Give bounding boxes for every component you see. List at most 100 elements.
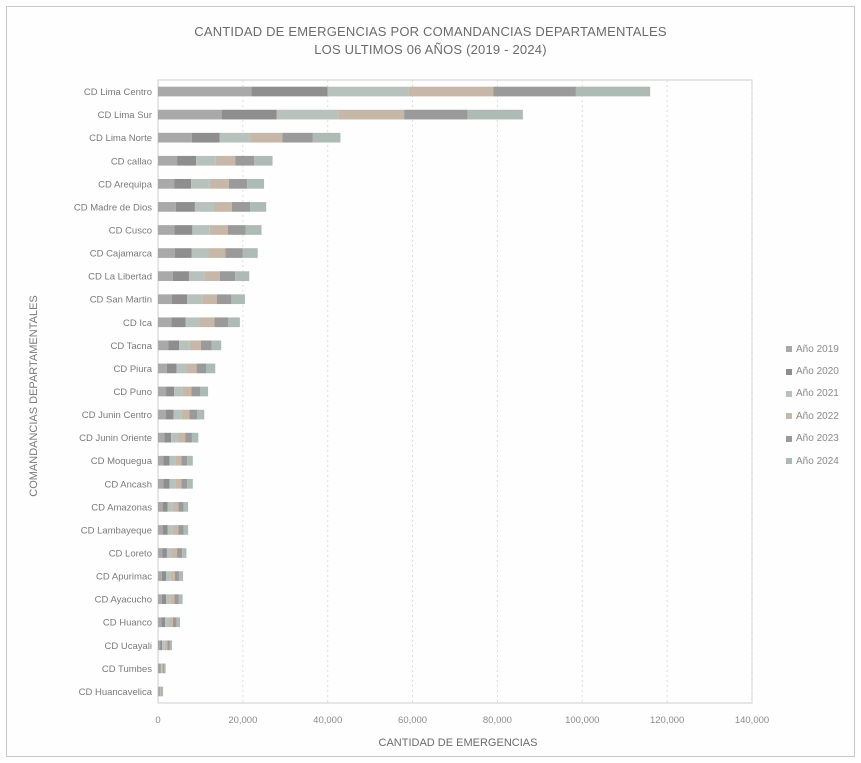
category-label: CD callao [111, 156, 152, 167]
bar-segment [158, 178, 175, 189]
bar-segment [575, 86, 651, 97]
bar-segment [191, 248, 209, 258]
category-label: CD La Libertad [88, 272, 152, 283]
bar-segment [242, 248, 258, 258]
chart-subtitle: LOS ULTIMOS 06 AÑOS (2019 - 2024) [314, 42, 547, 57]
bar-segment [213, 202, 232, 212]
bar-segment [175, 202, 195, 212]
bar-segment [174, 178, 192, 189]
bar-segment [181, 478, 188, 489]
bar-segment [493, 86, 576, 97]
bar-segment [158, 248, 175, 258]
bar-segment [254, 155, 273, 166]
bar-segment [200, 340, 212, 351]
category-label: CD Lambayeque [81, 525, 152, 536]
bar-segment [194, 202, 214, 212]
bar-segment [208, 248, 226, 258]
bar-segment [174, 248, 192, 258]
bar-segment [247, 178, 265, 189]
legend-item: Año 2021 [786, 383, 839, 405]
legend-item: Año 2019 [786, 338, 839, 360]
bar-segment [196, 363, 207, 374]
bar-segment [158, 502, 163, 512]
legend-swatch [786, 390, 792, 397]
bar-segment [215, 155, 236, 166]
category-label: CD Ica [123, 318, 153, 329]
bar-segment [158, 640, 161, 651]
bar-segment [282, 132, 313, 143]
bar-segment [158, 663, 160, 674]
bar-segment [175, 478, 182, 489]
bar-segment [177, 548, 183, 558]
bar-segment [179, 571, 184, 581]
bar-segment [202, 294, 217, 305]
bar-segment [312, 132, 341, 143]
bar-segment [160, 640, 163, 651]
bar-segment [176, 617, 181, 628]
bar-segment [214, 317, 229, 328]
bar-segment [158, 225, 175, 235]
bar-segment [161, 686, 163, 697]
bar-segment [174, 571, 180, 581]
bar-segment [172, 548, 178, 558]
legend: Año 2019 Año 2020 Año 2021 Año 2022 Año 2023… [786, 338, 839, 472]
bar-segment [172, 617, 177, 628]
bar-segment [163, 663, 165, 674]
category-label: CD Ayacucho [95, 595, 152, 606]
category-label: CD Ancash [104, 479, 152, 490]
legend-label: Año 2023 [796, 433, 839, 445]
bar-segment [467, 109, 523, 120]
bar-segment [183, 502, 189, 512]
x-tick-label: 60,000 [398, 715, 427, 726]
bar-segment [169, 478, 176, 489]
category-label: CD Cusco [109, 225, 152, 236]
bar-segment [161, 571, 167, 581]
bar-segment [188, 271, 205, 281]
bar-segment [181, 455, 188, 466]
legend-label: Año 2024 [796, 455, 839, 467]
bar-segment [191, 386, 201, 397]
bar-segment [189, 340, 201, 351]
bar-segment [191, 178, 210, 189]
bar-segment [197, 409, 205, 420]
bar-segment [219, 132, 251, 143]
bar-segment [169, 640, 173, 651]
bar-segment [221, 109, 277, 120]
bar-segment [186, 363, 197, 374]
bar-segment [183, 525, 189, 535]
category-label: CD San Martin [90, 295, 152, 306]
bar-segment [164, 640, 168, 651]
bar-segment [178, 525, 184, 535]
x-tick-label: 120,000 [650, 715, 684, 726]
legend-label: Año 2020 [796, 366, 839, 378]
bar-segment [163, 478, 170, 489]
category-label: CD Tacna [110, 341, 152, 352]
bar-segment [158, 525, 163, 535]
bar-segment [178, 594, 183, 605]
bar-segment [172, 525, 179, 535]
x-axis-label: CANTIDAD DE EMERGENCIAS [378, 737, 538, 749]
bar-segment [200, 386, 209, 397]
bar-segment [158, 686, 160, 697]
bar-segment [167, 502, 173, 512]
bar-segment [162, 640, 165, 651]
bar-segment [170, 594, 175, 605]
bar-segment [175, 455, 182, 466]
bar-segment [158, 271, 173, 281]
bar-segment [187, 478, 193, 489]
bar-segment [172, 502, 179, 512]
category-label: CD Puno [113, 387, 152, 398]
y-axis-label: COMANDANCIAS DEPARTAMENTALES [28, 295, 40, 497]
legend-item: Año 2022 [786, 405, 839, 427]
category-label: CD Apurimac [96, 572, 152, 583]
bar-segment [196, 155, 216, 166]
bar-segment [158, 617, 162, 628]
bar-segment [158, 478, 164, 489]
bar-segment [404, 109, 468, 120]
bar-segment [250, 132, 283, 143]
bar-segment [182, 386, 192, 397]
x-tick-label: 100,000 [565, 715, 599, 726]
bar-segment [327, 86, 409, 97]
bar-segment [408, 86, 494, 97]
